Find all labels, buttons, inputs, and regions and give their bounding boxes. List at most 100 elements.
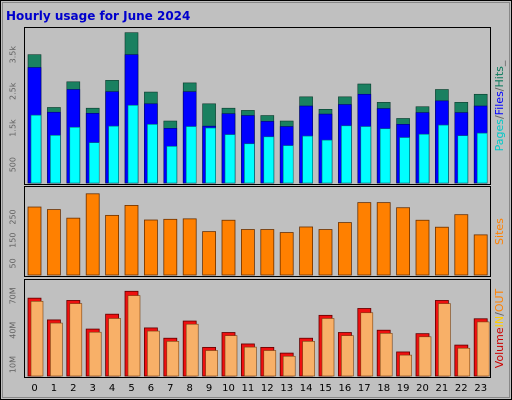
bar-out [321,318,335,377]
panel-frame [24,186,491,277]
legend: Sites [493,218,506,245]
x-tick-label: 23 [474,383,487,394]
bar-pages [360,126,372,184]
bar-pages [30,114,42,184]
bar-pages [418,133,430,184]
bar-out [399,354,412,377]
panel-frame [24,279,491,378]
x-tick-label: 15 [319,383,332,394]
bar-sites [357,202,372,276]
bar-sites [143,219,158,276]
bar-out [50,322,63,377]
bar-out [341,335,354,377]
y-tick-label: 1.5k [9,119,18,137]
bar-pages [69,126,81,184]
legend-entry: / [493,87,506,91]
bar-sites [415,219,430,276]
bar-out [302,341,315,377]
bar-out [457,347,471,377]
bar-pages [244,143,255,184]
bar-sites [376,202,391,276]
x-tick-label: 20 [416,383,429,394]
x-tick-label: 17 [358,383,371,394]
bar-sites [396,207,411,276]
legend-entry: OUT [493,288,506,312]
bar-pages [127,104,139,184]
bar-out [30,301,44,377]
panel-requests [24,27,491,185]
legend-entry: Files [493,91,506,115]
bar-sites [299,226,314,276]
bar-out [379,333,393,377]
legend-entry: Volume [493,327,506,368]
legend: Pages/Files/Hits_ [493,60,506,151]
bar-out [205,350,218,377]
bar-pages [108,125,119,184]
x-tick-label: 11 [242,383,255,394]
x-tick-label: 6 [148,383,154,394]
y-tick-label: 10M [9,356,18,373]
bar-pages [321,139,333,184]
x-tick-label: 8 [187,383,193,394]
x-tick-label: 10 [222,383,235,394]
y-tick-label: 2.5k [9,82,18,100]
bar-out [438,303,451,377]
bar-sites [454,214,469,276]
bar-out [127,295,141,377]
y-tick-label: 70M [9,287,18,304]
bar-sites [124,204,139,276]
bar-sites [279,232,294,276]
bar-pages [263,136,275,184]
bar-pages [147,124,158,184]
bar-out [418,336,432,377]
bar-sites [473,234,488,276]
x-tick-label: 4 [109,383,115,394]
bar-out [166,341,180,377]
bar-out [147,330,160,377]
x-tick-label: 14 [300,383,313,394]
bar-out [185,323,199,377]
panel-sites [24,186,491,277]
y-tick-label: 50 [9,258,18,268]
bar-pages [166,146,178,184]
y-tick-label: 150 [9,233,18,248]
bar-sites [105,214,119,276]
legend-entry: _ [493,60,506,67]
bar-out [244,346,257,377]
bar-sites [434,226,449,276]
legend-entry: / [493,115,506,119]
bar-pages [185,126,197,184]
bar-pages [341,125,352,184]
bar-out [224,335,238,377]
legend-entry: Hits [493,66,506,88]
legend-entry: Sites [493,218,506,245]
bar-pages [50,135,61,184]
bar-out [476,321,490,377]
bar-out [282,355,296,377]
bar-pages [438,124,449,184]
bar-sites [260,229,275,276]
bar-sites [221,219,236,276]
y-tick-label: 3.5k [9,46,18,64]
bar-sites [240,229,255,276]
bar-pages [205,127,216,184]
bar-pages [282,145,294,184]
bar-sites [163,218,178,276]
bar-sites [318,229,333,276]
x-tick-label: 3 [90,383,96,394]
bar-pages [88,142,100,184]
bar-out [360,312,374,377]
y-tick-label: 500 [9,157,18,172]
x-tick-label: 0 [31,383,37,394]
bar-sites [85,193,100,276]
y-tick-label: 250 [9,209,18,224]
x-tick-label: 2 [70,383,76,394]
x-tick-label: 5 [128,383,134,394]
x-tick-label: 18 [377,383,390,394]
bar-sites [182,218,197,276]
chart-title: Hourly usage for June 2024 [6,9,190,23]
legend-entry: Pages [493,119,506,152]
legend-entry: / [493,312,506,316]
bar-out [88,331,102,377]
